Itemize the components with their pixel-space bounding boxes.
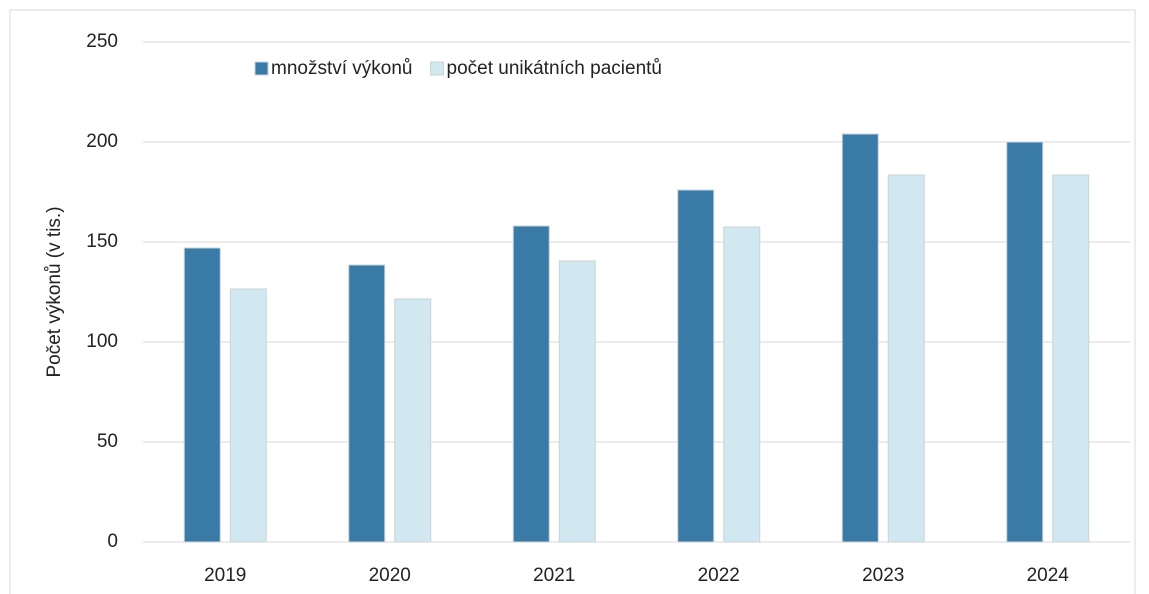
x-tick-label: 2022	[698, 565, 740, 586]
y-axis-label: Počet výkonů (v tis.)	[44, 206, 65, 377]
x-tick-label: 2023	[862, 565, 904, 586]
bar	[394, 298, 432, 543]
legend-label: počet unikátních pacientů	[447, 58, 663, 79]
y-tick-label: 50	[97, 431, 118, 452]
y-tick-label: 200	[86, 131, 118, 152]
chart-frame	[9, 9, 1136, 594]
y-tick-label: 0	[107, 531, 118, 552]
bar	[1006, 141, 1044, 543]
bar	[1052, 174, 1090, 543]
bar	[887, 174, 925, 543]
y-tick-label: 250	[86, 31, 118, 52]
y-tick-label: 150	[86, 231, 118, 252]
x-tick-label: 2019	[204, 565, 246, 586]
x-tick-label: 2021	[533, 565, 575, 586]
legend-swatch	[430, 61, 444, 76]
y-tick-label: 100	[86, 331, 118, 352]
bar	[723, 226, 761, 543]
bar	[348, 264, 386, 543]
bar	[558, 260, 596, 543]
x-tick-label: 2020	[369, 565, 411, 586]
legend-label: množství výkonů	[271, 58, 413, 79]
bar	[183, 247, 221, 543]
legend-swatch	[254, 61, 269, 76]
bar	[841, 133, 879, 543]
x-tick-label: 2024	[1027, 565, 1070, 586]
bar	[512, 225, 550, 543]
bar	[677, 189, 715, 543]
bar	[229, 288, 267, 543]
